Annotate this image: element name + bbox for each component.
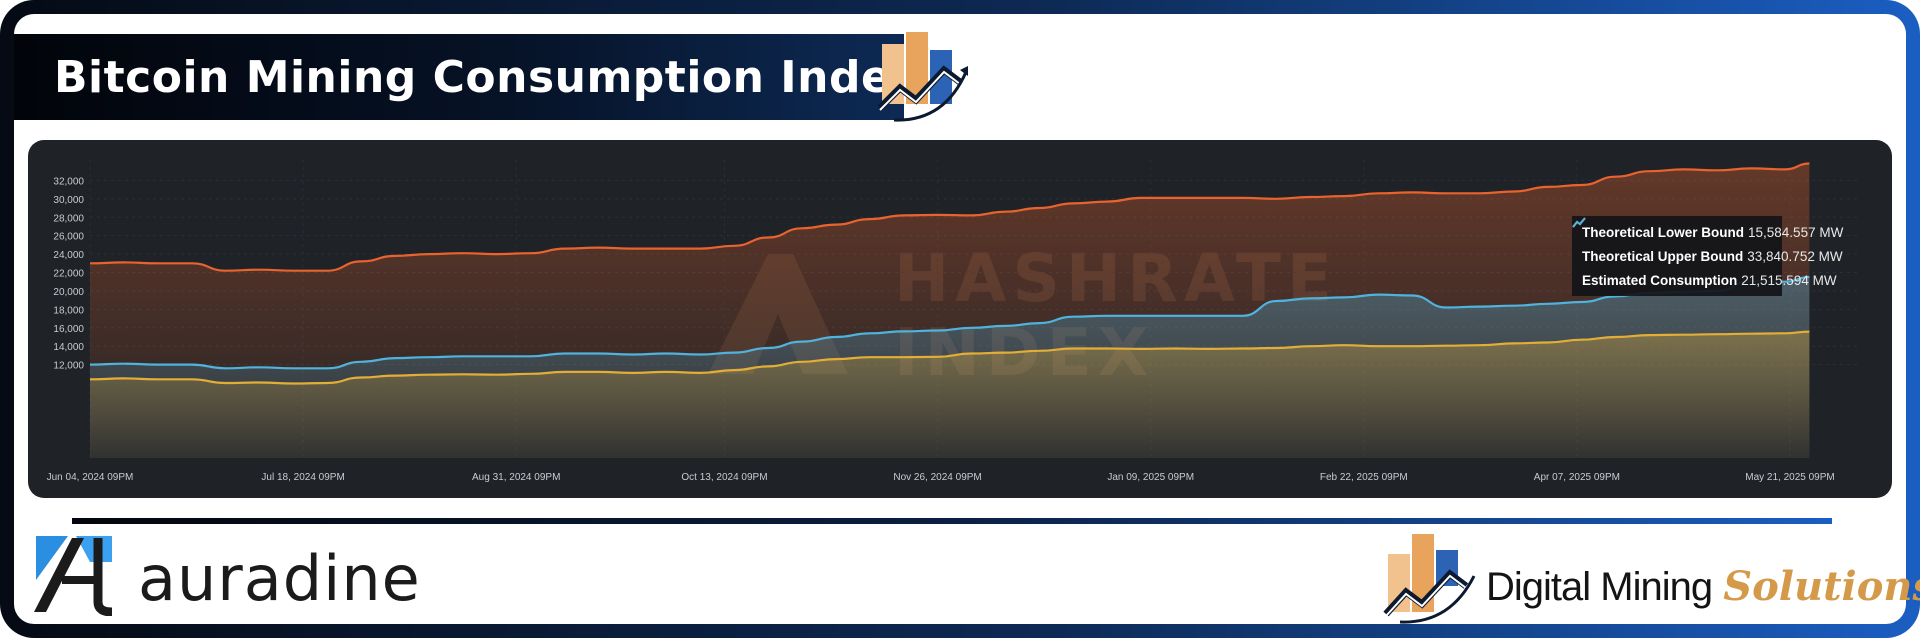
consumption-chart: 12,000 14,000 16,000 18,000 20,000 22,000 24,0… [47, 160, 1860, 483]
legend-item-upper-bound[interactable]: Theoretical Upper Bound 33,840.752 MW [1572, 217, 1843, 268]
y-tick-label: 16,000 [53, 324, 84, 335]
x-tick-label: Aug 31, 2024 09PM [472, 472, 560, 483]
x-tick-label: Nov 26, 2024 09PM [893, 472, 981, 483]
legend-value: 21,515.594 MW [1741, 272, 1837, 288]
y-tick-label: 32,000 [53, 176, 84, 187]
y-tick-label: 24,000 [53, 250, 84, 261]
lower-bound-line[interactable] [89, 330, 1810, 385]
y-tick-label: 18,000 [53, 305, 84, 316]
y-tick-label: 26,000 [53, 232, 84, 243]
legend-label: Theoretical Lower Bound [1582, 224, 1745, 240]
title-banner: Bitcoin Mining Consumption Index [14, 34, 920, 120]
auradine-wordmark: auradine [138, 542, 421, 615]
legend-value: 15,584.557 MW [1748, 224, 1844, 240]
line-series-icon [1572, 217, 1586, 228]
x-tick-label: May 21, 2025 09PM [1745, 472, 1835, 483]
dms-wordmark-primary: Digital Mining [1486, 565, 1713, 609]
dms-wordmark-accent: Solutions [1723, 563, 1920, 610]
legend-item-estimated[interactable]: Estimated Consumption 21,515.594 MW [1572, 217, 1837, 292]
y-tick-label: 12,000 [53, 361, 84, 372]
y-tick-label: 30,000 [53, 195, 84, 206]
estimated-consumption-line[interactable] [89, 275, 1810, 370]
legend-item-lower-bound[interactable]: Theoretical Lower Bound 15,584.557 MW [1572, 217, 1843, 244]
y-tick-label: 22,000 [53, 269, 84, 280]
chart-panel: HASHRATE INDEX 12,00014,00016,00018,0002… [28, 140, 1892, 498]
page-title: Bitcoin Mining Consumption Index [54, 52, 921, 103]
x-tick-label: Jun 04, 2024 09PM [47, 472, 134, 483]
legend-label: Estimated Consumption [1582, 272, 1738, 288]
upper-bound-line[interactable] [89, 162, 1810, 272]
x-tick-label: Jul 18, 2024 09PM [261, 472, 344, 483]
y-tick-label: 20,000 [53, 287, 84, 298]
footer-divider [72, 518, 1832, 524]
auradine-logo-icon [34, 536, 113, 616]
chart-legend: Theoretical Lower Bound 15,584.557 MW Th… [1572, 216, 1843, 296]
hashrate-chart-logo-icon [877, 32, 968, 122]
digital-mining-solutions-logo-icon [1383, 534, 1476, 624]
lower-bound-area [90, 331, 1810, 458]
x-tick-label: Jan 09, 2025 09PM [1107, 472, 1194, 483]
dms-wordmark: Digital Mining Solutions [1486, 563, 1920, 611]
x-tick-label: Oct 13, 2024 09PM [681, 472, 767, 483]
y-tick-label: 28,000 [53, 213, 84, 224]
legend-label: Theoretical Upper Bound [1582, 248, 1744, 264]
y-tick-label: 14,000 [53, 342, 84, 353]
legend-value: 33,840.752 MW [1747, 248, 1843, 264]
x-tick-label: Feb 22, 2025 09PM [1320, 472, 1408, 483]
x-tick-label: Apr 07, 2025 09PM [1534, 472, 1620, 483]
